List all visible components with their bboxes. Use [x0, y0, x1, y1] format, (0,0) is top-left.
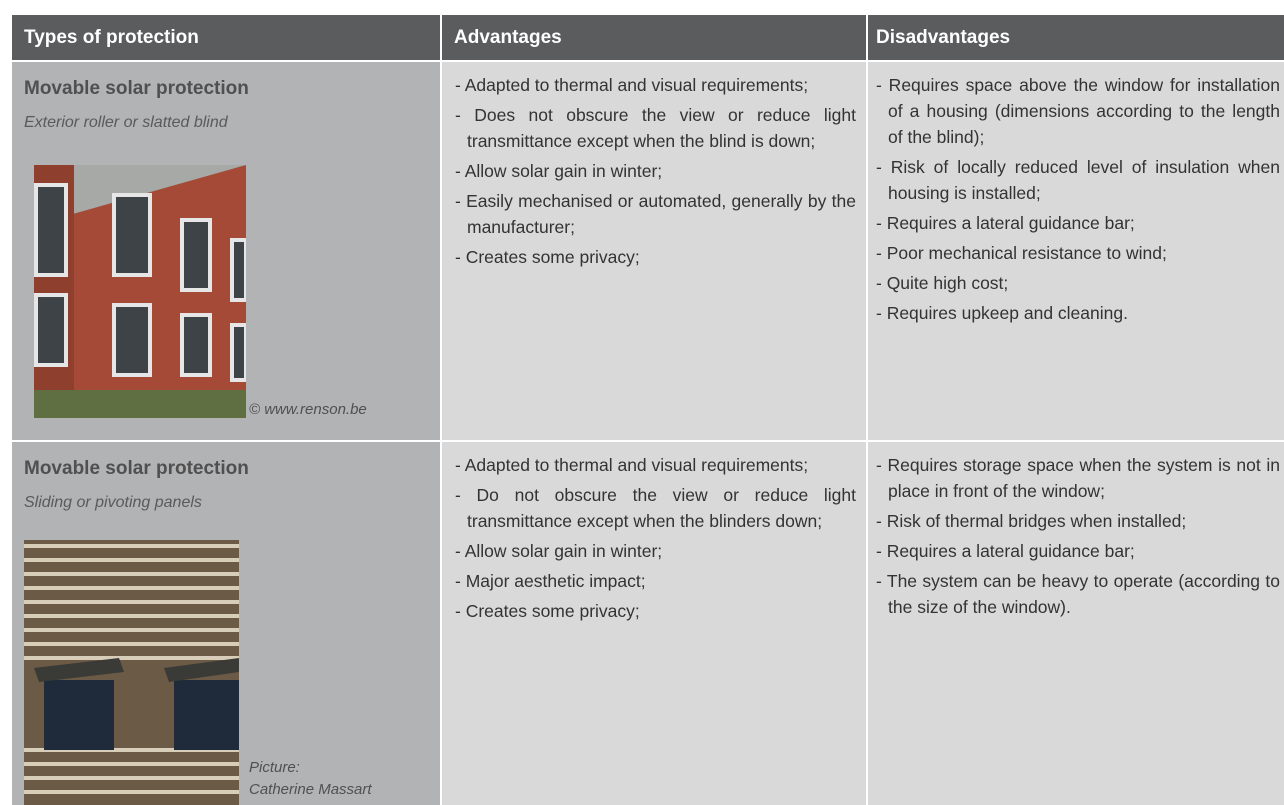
type-subtitle: Sliding or pivoting panels — [24, 494, 202, 511]
list-item: - Quite high cost; — [876, 273, 1009, 293]
advantages-cell: - Adapted to thermal and visual requirem… — [442, 62, 866, 440]
disadvantages-cell: - Requires space above the window for in… — [868, 62, 1284, 440]
list-item: - Risk of locally reduced level of insul… — [876, 157, 1280, 203]
list-item: - Creates some privacy; — [455, 601, 640, 621]
photo-credit: Catherine Massart — [249, 781, 372, 798]
advantages-cell: - Adapted to thermal and visual requirem… — [442, 442, 866, 805]
list-item: - Requires a lateral guidance bar; — [876, 213, 1135, 233]
list-item: - Creates some privacy; — [455, 247, 640, 267]
list-item: - Adapted to thermal and visual requirem… — [455, 75, 809, 95]
list-item: - Do not obscure the view or reduce ligh… — [455, 485, 856, 531]
list-item: - Risk of thermal bridges when installed… — [876, 511, 1187, 531]
header-cell: Advantages — [442, 15, 866, 60]
list-item: - Poor mechanical resistance to wind; — [876, 243, 1167, 263]
header-cell: Disadvantages — [868, 15, 1284, 60]
list-item: - Requires space above the window for in… — [876, 75, 1280, 147]
type-cell: Movable solar protection Sliding or pivo… — [12, 442, 440, 805]
type-title: Movable solar protection — [24, 78, 249, 99]
list-item: - Requires storage space when the system… — [876, 455, 1280, 501]
list-item: - Major aesthetic impact; — [455, 571, 646, 591]
list-item: - Allow solar gain in winter; — [455, 541, 663, 561]
type-subtitle: Exterior roller or slatted blind — [24, 114, 228, 131]
list-item: - Easily mechanised or automated, genera… — [455, 191, 856, 237]
list-item: - Requires a lateral guidance bar; — [876, 541, 1135, 561]
header-cell: Types of protection — [12, 15, 440, 60]
list-item: - Does not obscure the view or reduce li… — [455, 105, 856, 151]
disadvantages-cell: - Requires storage space when the system… — [868, 442, 1284, 805]
list-item: - Adapted to thermal and visual requirem… — [455, 455, 809, 475]
list-item: - The system can be heavy to operate (ac… — [876, 571, 1280, 617]
photo-credit: © www.renson.be — [249, 401, 367, 418]
list-item: - Requires upkeep and cleaning. — [876, 303, 1128, 323]
type-cell: Movable solar protection Exterior roller… — [12, 62, 440, 440]
photo-blind — [34, 165, 246, 418]
list-item: - Allow solar gain in winter; — [455, 161, 663, 181]
photo-panels — [24, 540, 239, 805]
photo-credit: Picture: — [249, 759, 300, 776]
type-title: Movable solar protection — [24, 458, 249, 479]
